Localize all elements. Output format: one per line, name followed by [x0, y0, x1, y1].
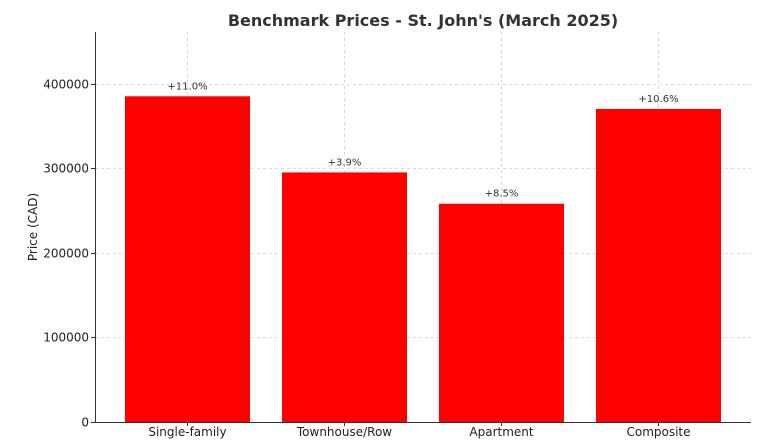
y-ticks: 0 100000 200000 300000 400000 — [43, 78, 95, 430]
bar-value-label: +8.5% — [485, 189, 519, 200]
x-tick-label: Composite — [626, 425, 690, 439]
bar-value-label: +11.0% — [167, 81, 207, 92]
axes-layer — [95, 32, 751, 423]
x-ticks: Single-family Townhouse/Row Apartment Compo… — [148, 422, 691, 439]
y-tick-label: 300000 — [43, 162, 89, 176]
x-tick-label: Townhouse/Row — [296, 425, 392, 439]
bar — [439, 203, 564, 422]
chart-title: Benchmark Prices - St. John's (March 202… — [228, 11, 618, 30]
y-axis-label: Price (CAD) — [26, 193, 40, 261]
y-tick-label: 0 — [81, 416, 89, 430]
bar — [596, 108, 721, 423]
bar-value-label: +10.6% — [638, 94, 678, 105]
y-tick-label: 400000 — [43, 78, 89, 92]
y-tick-label: 200000 — [43, 247, 89, 261]
bars-layer — [125, 96, 721, 423]
x-tick-label: Apartment — [469, 425, 533, 439]
x-tick-label: Single-family — [148, 425, 226, 439]
y-tick-label: 100000 — [43, 331, 89, 345]
bar-value-label: +3.9% — [328, 157, 362, 168]
bar — [125, 96, 250, 422]
bar — [282, 172, 407, 422]
bar-value-labels: +11.0% +3.9% +8.5% +10.6% — [167, 81, 678, 199]
